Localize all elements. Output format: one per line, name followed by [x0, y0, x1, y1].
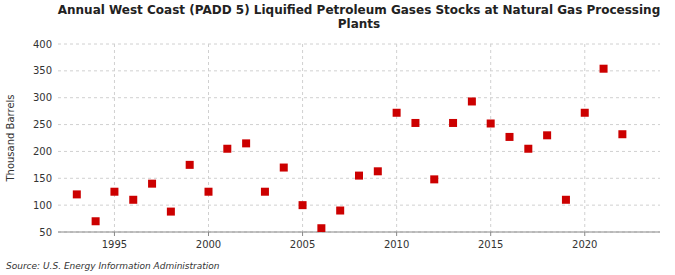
- point: [355, 172, 363, 180]
- point: [299, 201, 307, 209]
- y-grid-line: [58, 44, 660, 45]
- x-tick-label: 2005: [290, 239, 315, 250]
- y-grid-line: [58, 205, 660, 206]
- point: [600, 65, 608, 73]
- y-tick-label: 250: [33, 119, 52, 130]
- point: [167, 208, 175, 216]
- point: [336, 207, 344, 215]
- x-grid-line: [208, 44, 209, 232]
- point: [92, 217, 100, 225]
- point: [374, 167, 382, 175]
- point: [110, 188, 118, 196]
- x-tick: [490, 232, 491, 236]
- point: [449, 119, 457, 127]
- x-tick-label: 2000: [196, 239, 221, 250]
- point: [524, 145, 532, 153]
- x-tick: [114, 232, 115, 236]
- x-grid-line: [396, 44, 397, 232]
- y-tick-label: 150: [33, 173, 52, 184]
- title: Annual West Coast (PADD 5) Liquified Pet…: [58, 3, 661, 31]
- point: [148, 180, 156, 188]
- point: [411, 119, 419, 127]
- x-tick: [302, 232, 303, 236]
- chart-container: Annual West Coast (PADD 5) Liquified Pet…: [0, 0, 675, 275]
- x-grid-line: [490, 44, 491, 232]
- point: [543, 131, 551, 139]
- point: [73, 190, 81, 198]
- y-tick-label: 50: [39, 227, 52, 238]
- x-axis-line: [58, 232, 660, 233]
- x-grid-line: [584, 44, 585, 232]
- point: [317, 224, 325, 232]
- x-tick: [208, 232, 209, 236]
- y-grid-line: [58, 151, 660, 152]
- x-tick-label: 2010: [384, 239, 409, 250]
- y-tick-label: 300: [33, 92, 52, 103]
- point: [393, 109, 401, 117]
- chart: Annual West Coast (PADD 5) Liquified Pet…: [0, 0, 675, 275]
- point: [618, 130, 626, 138]
- title-line: Annual West Coast (PADD 5) Liquified Pet…: [58, 3, 661, 17]
- y-grid-line: [58, 232, 660, 233]
- x-tick-label: 1995: [102, 239, 127, 250]
- point: [430, 175, 438, 183]
- x-tick-label: 2020: [572, 239, 597, 250]
- y-tick-label: 400: [33, 39, 52, 50]
- point: [280, 164, 288, 172]
- y-grid-line: [58, 97, 660, 98]
- y-axis-label: Thousand Barrels: [5, 94, 16, 182]
- y-tick-label: 100: [33, 200, 52, 211]
- x-tick: [396, 232, 397, 236]
- points: [73, 65, 627, 232]
- point: [223, 145, 231, 153]
- point: [186, 161, 194, 169]
- point: [468, 97, 476, 105]
- point: [581, 109, 589, 117]
- y-grid-line: [58, 124, 660, 125]
- source: Source: U.S. Energy Information Administ…: [6, 261, 220, 271]
- y-tick-label: 350: [33, 65, 52, 76]
- point: [506, 133, 514, 141]
- x-tick-label: 2015: [478, 239, 503, 250]
- point: [129, 196, 137, 204]
- y-tick-label: 200: [33, 146, 52, 157]
- x-tick: [584, 232, 585, 236]
- grid: [58, 44, 660, 232]
- point: [487, 119, 495, 127]
- point: [261, 188, 269, 196]
- y-grid-line: [58, 70, 660, 71]
- title-line: Plants: [338, 17, 380, 31]
- point: [562, 196, 570, 204]
- point: [205, 188, 213, 196]
- x-grid-line: [114, 44, 115, 232]
- point: [242, 139, 250, 147]
